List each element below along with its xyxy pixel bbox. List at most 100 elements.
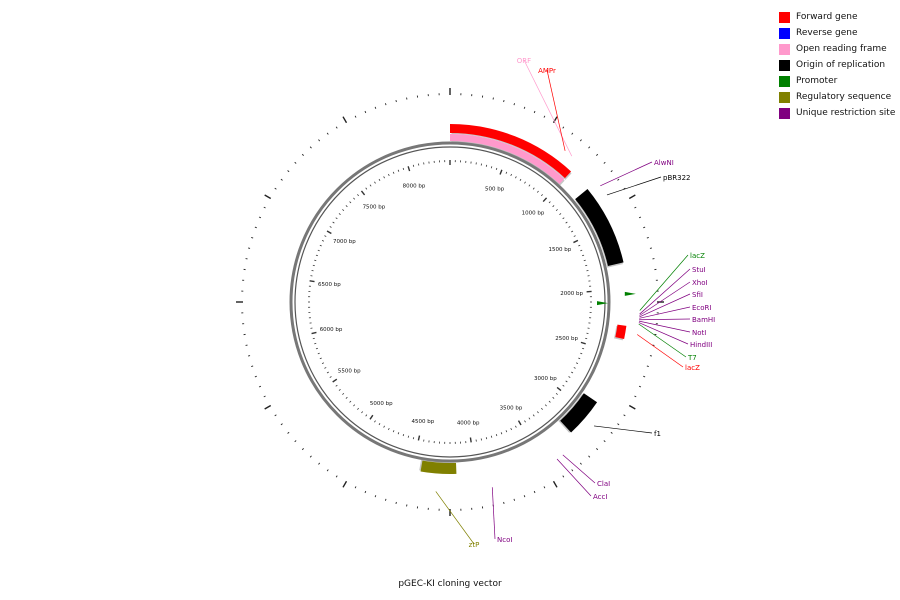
scale-tick	[374, 420, 376, 423]
scale-tick	[532, 414, 535, 417]
outer-tick	[287, 431, 290, 434]
scale-tick	[402, 434, 405, 437]
outer-tick	[254, 226, 257, 229]
label-leader	[546, 69, 566, 151]
scale-tick	[349, 400, 352, 403]
outer-tick	[646, 236, 649, 239]
outer-tick	[523, 495, 526, 498]
scale-tick	[517, 420, 522, 426]
feature-label: NcoI	[497, 536, 512, 544]
outer-tick	[342, 480, 348, 488]
scale-tick	[541, 194, 543, 197]
outer-tick	[248, 355, 251, 357]
scale-tick	[388, 427, 390, 431]
scale-tick	[349, 201, 352, 204]
scale-tick	[314, 342, 317, 345]
outer-tick	[623, 414, 626, 417]
outer-tick	[617, 423, 620, 426]
legend-item-unique-restriction-site: Unique restriction site	[779, 105, 897, 121]
outer-tick	[309, 146, 312, 149]
scale-tick	[326, 230, 332, 235]
scale-tick	[578, 244, 581, 247]
legend-item-origin-of-replication: Origin of replication	[779, 57, 897, 73]
legend-item-open-reading-frame: Open reading frame	[779, 41, 897, 57]
scale-label: 5500 bp	[338, 369, 361, 375]
scale-tick	[575, 362, 579, 364]
outer-tick	[301, 448, 304, 451]
label-leader	[639, 318, 691, 321]
feature-arc-orf	[450, 134, 565, 184]
scale-tick	[353, 404, 356, 407]
scale-tick	[490, 166, 493, 169]
feature-label: NotI	[692, 329, 706, 337]
feature-label: AccI	[593, 493, 607, 501]
scale-tick	[548, 400, 551, 403]
scale-tick	[544, 404, 547, 407]
label-leader	[491, 487, 496, 540]
scale-tick	[485, 164, 488, 167]
scale-tick	[565, 221, 568, 224]
legend-swatch	[779, 91, 790, 103]
outer-tick	[617, 178, 620, 181]
outer-tick	[571, 469, 574, 472]
plasmid-backbone	[289, 141, 611, 463]
scale-tick	[321, 362, 325, 364]
outer-tick	[263, 395, 266, 398]
inner-tick-ring	[308, 160, 592, 444]
label-leader	[638, 323, 687, 358]
scale-tick	[578, 357, 581, 360]
scale-tick	[342, 209, 345, 211]
scale-tick	[402, 167, 405, 170]
scale-label: 6500 bp	[318, 282, 341, 288]
scale-tick	[528, 417, 531, 420]
scale-tick	[338, 213, 341, 216]
scale-tick	[510, 427, 512, 431]
outer-tick	[533, 110, 536, 114]
scale-label: 7500 bp	[363, 205, 386, 211]
scale-tick	[524, 181, 526, 184]
scale-tick	[312, 264, 315, 267]
outer-tick	[326, 132, 329, 135]
scale-tick	[342, 393, 345, 395]
outer-tick	[354, 486, 357, 489]
outer-tick	[523, 106, 526, 109]
outer-tick	[562, 475, 565, 478]
feature-label: AMPr	[538, 67, 556, 75]
scale-tick	[353, 197, 356, 200]
outer-tick-ring	[236, 88, 664, 516]
outer-tick	[354, 115, 357, 118]
scale-tick	[559, 213, 562, 216]
legend-item-regulatory-sequence: Regulatory sequence	[779, 89, 897, 105]
scale-tick	[495, 434, 498, 437]
scale-tick	[357, 194, 359, 197]
backbone-outer-circle	[289, 141, 611, 463]
outer-tick	[294, 440, 297, 443]
scale-tick	[378, 178, 381, 181]
promoter-arrow	[624, 291, 636, 296]
feature-arc-pbr322	[575, 188, 624, 266]
legend-item-reverse-gene: Reverse gene	[779, 25, 897, 41]
feature-label: BamHI	[692, 316, 715, 324]
scale-tick	[490, 435, 493, 438]
scale-tick	[361, 411, 364, 414]
scale-tick	[407, 166, 411, 172]
scale-tick	[329, 376, 332, 378]
scale-tick	[365, 414, 368, 417]
scale-label: 7000 bp	[333, 239, 356, 245]
scale-tick	[580, 352, 583, 355]
scale-tick	[315, 254, 318, 257]
scale-tick	[573, 239, 579, 244]
label-leader	[435, 491, 475, 545]
scale-tick	[585, 264, 588, 267]
scale-tick	[383, 176, 385, 179]
outer-tick	[335, 126, 338, 129]
feature-label: pBR322	[663, 174, 690, 182]
promoter-arrow	[596, 301, 608, 306]
scale-tick	[329, 226, 332, 228]
outer-tick	[643, 375, 646, 378]
outer-tick	[294, 161, 297, 164]
feature-label: f1	[654, 430, 661, 438]
legend-item-forward-gene: Forward gene	[779, 9, 897, 25]
feature-label: ClaI	[597, 480, 610, 488]
legend-label: Forward gene	[796, 12, 858, 22]
